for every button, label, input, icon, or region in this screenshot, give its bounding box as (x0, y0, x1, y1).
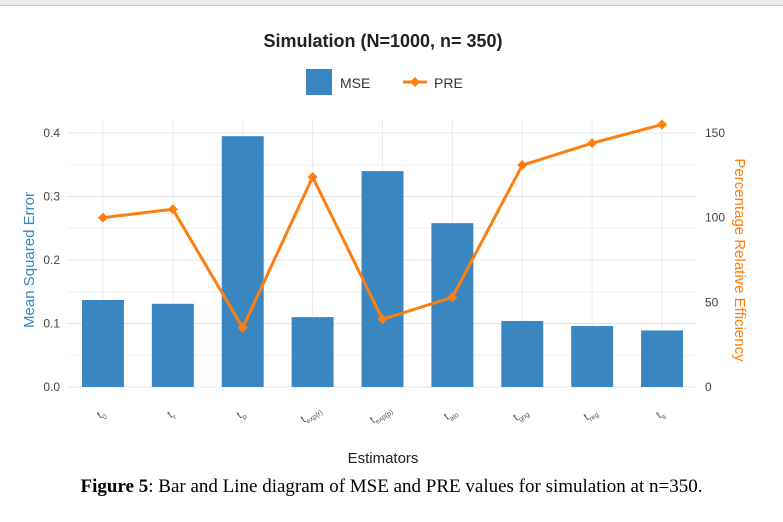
figure-caption: Figure 5: Bar and Line diagram of MSE an… (0, 476, 783, 498)
mse-bar (641, 330, 684, 387)
pre-point (517, 160, 528, 171)
y-tick-label-right: 50 (705, 295, 719, 309)
x-tick-label: tr (165, 408, 178, 423)
mse-bar (221, 136, 264, 387)
x-tick-label: tp (235, 408, 249, 424)
chart-title: Simulation (N=1000, n= 350) (263, 31, 502, 51)
y-tick-label-left: 0.3 (43, 190, 60, 204)
mse-bar (291, 317, 334, 387)
x-tick-label: ts (654, 407, 668, 423)
x-tick-label: texp(r) (299, 404, 325, 428)
pre-point (307, 172, 318, 183)
y-tick-label-right: 150 (705, 126, 725, 140)
y-tick-label-right: 100 (705, 211, 725, 225)
y-tick-label-left: 0.1 (43, 317, 60, 331)
x-tick-label: talo (442, 406, 460, 425)
pre-line (97, 119, 668, 333)
caption-label: Figure 5 (80, 476, 149, 497)
legend: MSE PRE (306, 69, 463, 95)
mse-bar (571, 326, 614, 387)
mse-bar (431, 223, 474, 387)
pre-point (167, 204, 178, 215)
y-axis-label-left: Mean Squared Error (21, 192, 38, 328)
x-tick-label: treg (582, 406, 601, 425)
y-tick-label-left: 0.0 (43, 380, 60, 394)
y-tick-label-left: 0.2 (43, 253, 60, 267)
x-axis-label: Estimators (348, 450, 419, 467)
pre-point (587, 138, 598, 149)
mse-bar (151, 303, 194, 387)
mse-bar (501, 320, 544, 387)
legend-mse-swatch (306, 69, 332, 95)
pre-point (447, 292, 458, 303)
legend-pre-label: PRE (434, 75, 463, 91)
mse-bar (361, 171, 404, 387)
legend-mse-label: MSE (340, 75, 370, 91)
mse-bar (81, 300, 124, 387)
y-tick-label-right: 0 (705, 380, 712, 394)
window-top-strip (0, 0, 783, 6)
y-tick-label-left: 0.4 (43, 126, 60, 140)
mse-bars (81, 136, 684, 387)
x-tick-label: texp(p) (368, 403, 395, 428)
pre-point (377, 314, 388, 325)
x-tick-label: tgng (511, 405, 531, 425)
x-tick-label: t0 (95, 408, 109, 424)
pre-point (657, 119, 668, 130)
y-axis-label-right: Percentage Relative Efficiency (731, 158, 748, 362)
pre-point (97, 212, 108, 223)
pre-point (237, 322, 248, 333)
legend-pre-marker (410, 77, 420, 87)
caption-text: : Bar and Line diagram of MSE and PRE va… (148, 476, 703, 497)
combo-chart: 0.0 0.1 0.2 0.3 0.4 0 50 100 150 t0 tr tp texp(r) tex… (21, 31, 748, 467)
